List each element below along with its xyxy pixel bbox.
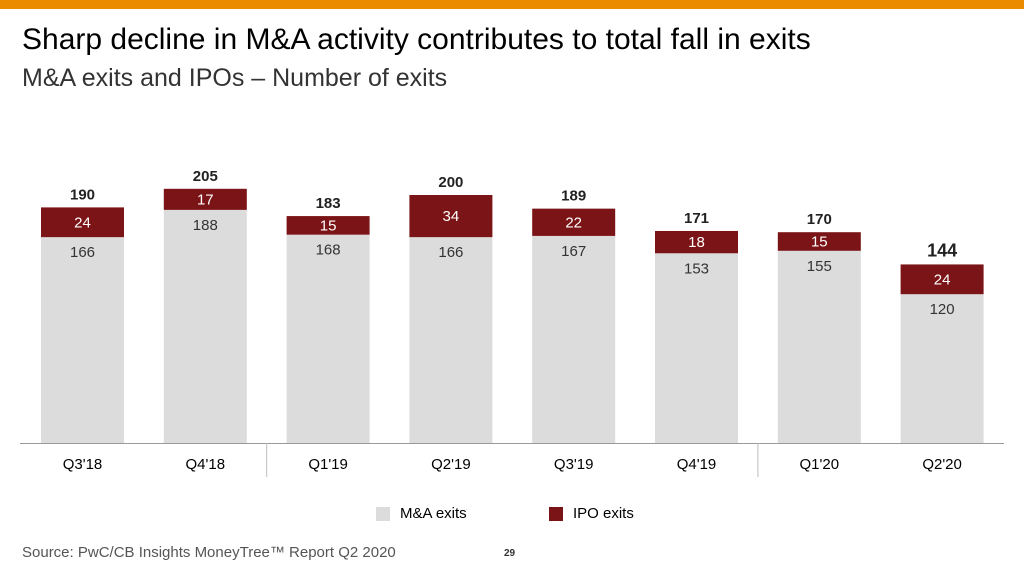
bar-ma-exits <box>286 234 370 443</box>
data-label-ipo-exits: 15 <box>811 234 828 251</box>
data-label-ipo-exits: 22 <box>565 214 582 231</box>
bar-ipo-exits <box>163 188 247 210</box>
bar-ma-exits <box>900 294 984 443</box>
data-label-ipo-exits: 34 <box>443 208 460 225</box>
bar-ipo-exits <box>900 264 984 295</box>
bar-ma-exits <box>163 209 247 443</box>
data-label-ipo-exits: 17 <box>197 191 214 208</box>
data-label-ipo-exits: 24 <box>934 271 951 288</box>
bar-ipo-exits <box>777 232 861 251</box>
page-number: 29 <box>504 548 516 559</box>
legend-label-ma-exits: M&A exits <box>400 505 467 522</box>
bar-ma-exits <box>532 235 616 443</box>
legend-swatch-ma-exits <box>376 506 390 521</box>
legend-label-ipo-exits: IPO exits <box>573 505 634 522</box>
data-label-total: 205 <box>193 168 218 185</box>
data-label-ma-exits: 120 <box>930 301 955 318</box>
x-tick-label: Q1'19 <box>308 456 348 473</box>
x-tick-label: Q3'18 <box>63 456 103 473</box>
data-label-total: 144 <box>927 240 957 260</box>
bar-ma-exits <box>41 237 124 443</box>
legend-item-ma-exits: M&A exits <box>376 505 467 522</box>
bar-ipo-exits <box>409 195 493 238</box>
x-tick-label: Q2'20 <box>922 456 962 473</box>
bar-ipo-exits <box>286 216 370 235</box>
data-label-total: 190 <box>70 186 95 203</box>
legend-swatch-ipo-exits <box>549 506 563 521</box>
data-label-total: 171 <box>684 210 709 227</box>
data-label-ma-exits: 188 <box>193 217 218 234</box>
data-label-total: 200 <box>438 174 463 191</box>
top-accent-bar <box>0 0 1024 9</box>
data-label-ma-exits: 153 <box>684 260 709 277</box>
x-tick-label: Q3'19 <box>554 456 594 473</box>
data-label-ma-exits: 155 <box>807 258 832 275</box>
data-label-ipo-exits: 24 <box>74 214 91 231</box>
data-label-total: 170 <box>807 211 832 228</box>
bar-ipo-exits <box>41 207 124 238</box>
x-tick-label: Q2'19 <box>431 456 471 473</box>
x-tick-label: Q4'19 <box>677 456 717 473</box>
bar-ipo-exits <box>532 208 616 236</box>
page-subtitle: M&A exits and IPOs – Number of exits <box>22 64 448 92</box>
bar-ipo-exits <box>655 230 738 254</box>
bar-ma-exits <box>655 253 738 443</box>
data-label-ipo-exits: 18 <box>688 234 705 251</box>
data-label-total: 183 <box>316 195 341 212</box>
x-tick-label: Q4'18 <box>186 456 226 473</box>
stacked-bar-chart: 166 24 190 Q3'18 188 17 205 Q4'18 168 15 183 Q1'19 1… <box>20 168 1004 477</box>
data-label-total: 189 <box>561 188 586 205</box>
data-label-ma-exits: 166 <box>70 244 95 261</box>
x-tick-label: Q1'20 <box>800 456 840 473</box>
bar-ma-exits <box>409 237 493 443</box>
data-label-ma-exits: 166 <box>438 244 463 261</box>
data-label-ipo-exits: 15 <box>320 217 337 234</box>
page-title: Sharp decline in M&A activity contribute… <box>22 23 811 56</box>
source-note: Source: PwC/CB Insights MoneyTree™ Repor… <box>22 544 396 561</box>
legend-item-ipo-exits: IPO exits <box>549 505 634 522</box>
data-label-ma-exits: 168 <box>316 242 341 259</box>
bar-ma-exits <box>777 250 861 443</box>
data-label-ma-exits: 167 <box>561 243 586 260</box>
